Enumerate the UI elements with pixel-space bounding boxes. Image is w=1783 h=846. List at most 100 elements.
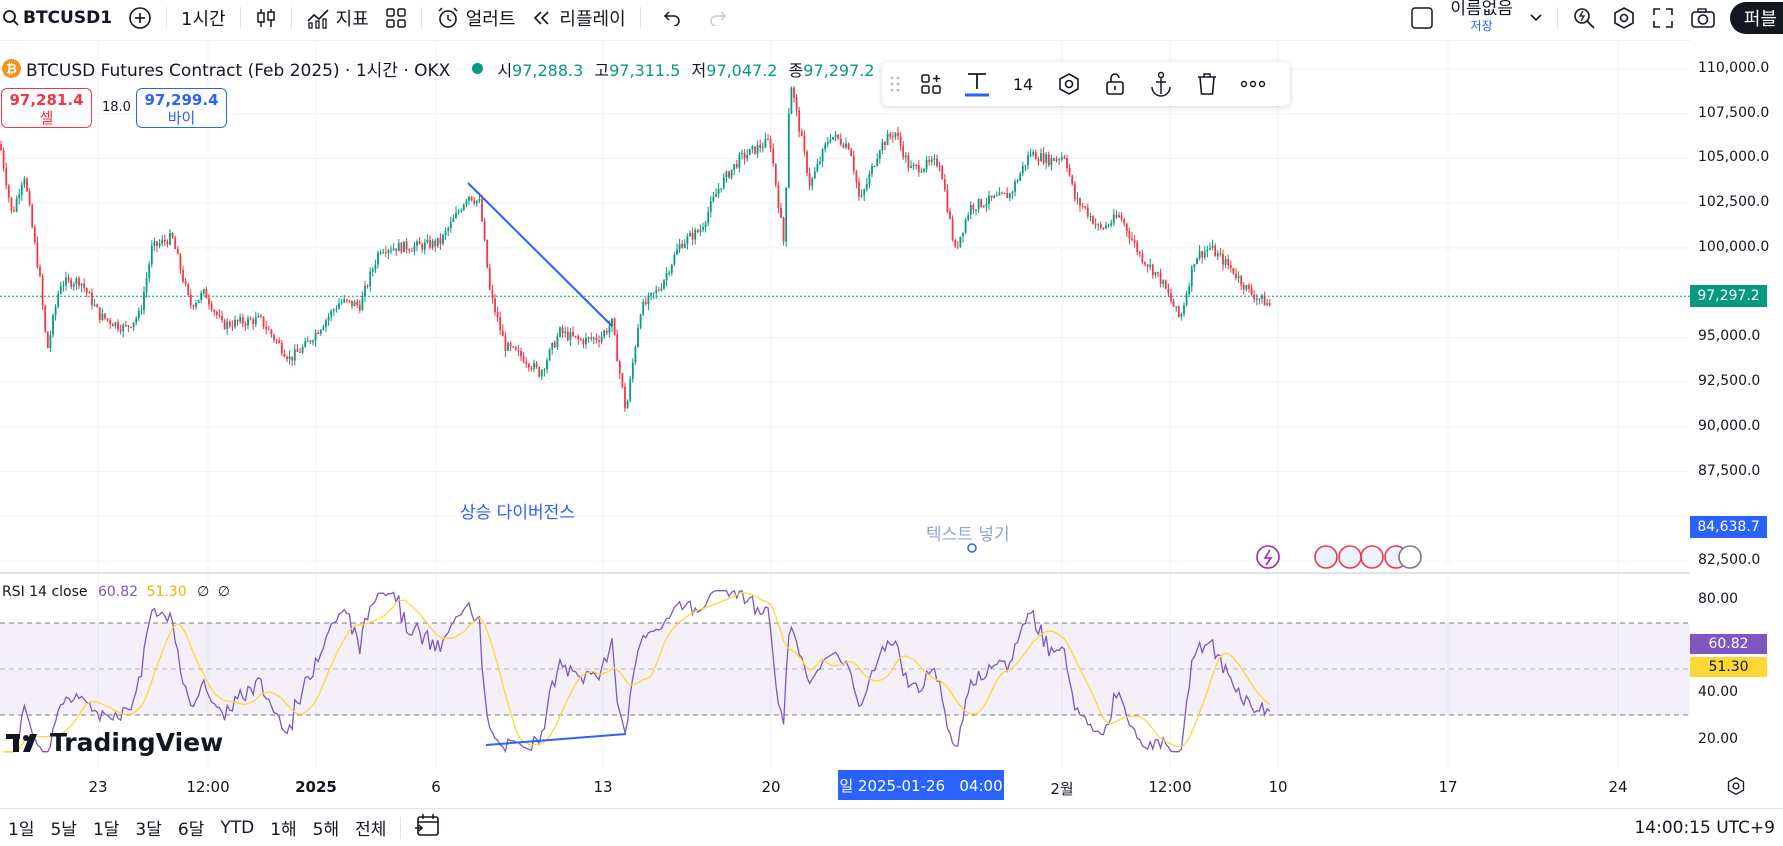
range-button[interactable]: YTD (220, 817, 255, 838)
divergence-label[interactable]: 상승 다이버전스 (460, 503, 575, 523)
delete-button[interactable] (1184, 62, 1230, 106)
range-button[interactable]: 5해 (312, 820, 340, 840)
lightning-event-icon[interactable] (1256, 545, 1280, 569)
sell-button[interactable]: 97,281.4 셀 (1, 88, 92, 128)
anchor-button[interactable] (1138, 62, 1184, 106)
interval-button[interactable]: 1시간 (173, 0, 234, 36)
more-button[interactable] (1230, 62, 1276, 106)
rsi-legend[interactable]: RSI 14 close 60.82 51.30 ∅ ∅ (2, 584, 230, 600)
cursor-price-value: 84,638.7 (1697, 519, 1760, 535)
candle-body (527, 363, 530, 368)
goto-date-button[interactable] (415, 813, 441, 842)
settings-button[interactable] (1604, 0, 1644, 36)
candle-body (332, 309, 335, 311)
templates-button[interactable] (377, 0, 415, 36)
hourglass-event-icon[interactable] (1398, 545, 1422, 569)
candle-body (663, 280, 665, 289)
candle-body (722, 177, 725, 189)
redo-button[interactable] (695, 0, 743, 36)
divider (400, 816, 402, 839)
clock[interactable]: 14:00:15 UTC+9 (1634, 818, 1775, 838)
text-anchor-handle[interactable] (967, 543, 977, 553)
candle-body (501, 330, 504, 337)
divergence-trendline[interactable] (467, 182, 613, 327)
snapshot-button[interactable] (1682, 0, 1724, 36)
candle-body (1255, 298, 1258, 300)
price-axis[interactable]: 110,000.0 107,500.0 105,000.0 102,500.0 100,… (1690, 40, 1783, 810)
candle-body (1001, 192, 1003, 194)
range-button[interactable]: 5날 (50, 820, 77, 840)
candle-body (166, 241, 169, 245)
candle-body (1055, 159, 1058, 161)
candle-body (1237, 276, 1240, 279)
candle-body (130, 326, 132, 328)
rsi-ma-axis-value: 51.30 (1708, 659, 1749, 675)
candle-body (83, 283, 86, 289)
candle-body (197, 299, 200, 303)
candle-body (681, 243, 684, 248)
layout-name-button[interactable]: 이름없음 저장 (1442, 0, 1521, 36)
quick-search-button[interactable] (1564, 0, 1604, 36)
price-chart[interactable]: 상승 다이버전스 텍스트 넣기 (0, 40, 1690, 810)
range-button[interactable]: 1해 (270, 820, 297, 840)
drag-handle[interactable] (882, 62, 908, 106)
legend-title[interactable]: BTCUSD Futures Contract (Feb 2025) · 1시간… (26, 61, 451, 81)
layout-menu-button[interactable] (1521, 0, 1551, 36)
candle-body (540, 370, 543, 377)
candle-body (98, 307, 101, 321)
indicators-button[interactable]: 지표 (298, 0, 377, 36)
text-placeholder[interactable]: 텍스트 넣기 (926, 525, 1010, 545)
time-axis[interactable]: 23 12:00 2025 6 13 20 2월 12:00 10 17 24 (0, 770, 1690, 804)
price-axis-label: 82,500.0 (1698, 552, 1761, 568)
candle-body (863, 189, 866, 196)
text-t-icon (965, 73, 989, 97)
layout-checkbox[interactable] (1402, 0, 1442, 36)
templates-button[interactable] (908, 62, 954, 106)
publish-button[interactable]: 퍼블 (1729, 2, 1783, 34)
alert-button[interactable]: 얼러트 (428, 0, 524, 36)
undo-button[interactable] (647, 0, 695, 36)
rsi-axis-value: 60.82 (1708, 636, 1749, 652)
rsi-divergence-trendline[interactable] (485, 733, 627, 746)
text-color-button[interactable] (954, 62, 1000, 106)
range-button[interactable]: 6달 (177, 820, 205, 840)
candle-body (1206, 249, 1209, 252)
buy-button[interactable]: 97,299.4 바이 (136, 88, 227, 128)
axis-settings-button[interactable] (1726, 776, 1746, 800)
cursor-price-tag: 84,638.7 (1690, 516, 1767, 538)
range-button[interactable]: 3달 (135, 820, 162, 840)
candle-body (28, 191, 31, 206)
drawing-settings-button[interactable] (1046, 62, 1092, 106)
candle-body (1120, 215, 1123, 220)
candle-body (561, 327, 564, 334)
fullscreen-button[interactable] (1644, 0, 1682, 36)
candle-body (72, 284, 75, 287)
candle-body (439, 238, 442, 244)
us-flag-event-icon[interactable] (1360, 545, 1384, 569)
symbol-name: BTCUSD1 (23, 8, 113, 28)
range-button[interactable]: 1일 (8, 820, 35, 840)
font-size-button[interactable]: 14 (1000, 62, 1046, 106)
range-button[interactable]: 1달 (92, 820, 120, 840)
us-flag-event-icon[interactable] (1314, 545, 1338, 569)
candle-body (673, 254, 676, 265)
tradingview-logo[interactable]: TradingView (6, 728, 223, 757)
candle-body (1099, 224, 1102, 228)
rsi-na-1: ∅ (197, 584, 210, 600)
candle-body (429, 239, 431, 248)
candle-body (936, 158, 938, 167)
chart-type-button[interactable] (247, 0, 285, 36)
us-flag-event-icon[interactable] (1338, 545, 1362, 569)
range-button[interactable]: 전체 (355, 820, 387, 840)
candle-body (78, 278, 80, 286)
compare-button[interactable] (120, 0, 160, 36)
candle-body (559, 327, 561, 337)
lock-button[interactable] (1092, 62, 1138, 106)
candle-body (241, 317, 244, 324)
time-axis-label: 23 (88, 778, 108, 796)
candle-body (122, 324, 125, 332)
symbol-search[interactable]: BTCUSD1 (0, 0, 120, 36)
candle-body (1227, 259, 1230, 266)
replay-button[interactable]: 리플레이 (523, 0, 633, 36)
candle-body (1224, 259, 1227, 265)
